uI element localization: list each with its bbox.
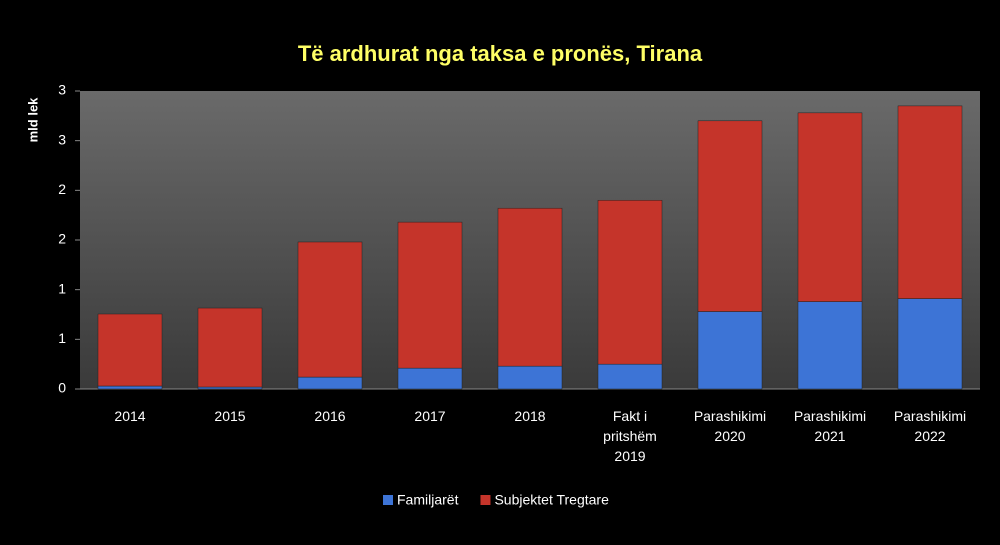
bar-segment xyxy=(497,365,563,390)
x-tick-label: 2018 xyxy=(514,408,545,424)
legend-label: Subjektet Tregtare xyxy=(494,492,609,508)
x-tick-label: Parashikimi 2020 xyxy=(694,408,766,444)
bar-segment xyxy=(797,112,863,302)
bar-segment xyxy=(197,307,263,388)
bar-segment xyxy=(197,386,263,390)
y-tick-label: 3 xyxy=(58,131,66,147)
x-tick-label: 2016 xyxy=(314,408,345,424)
legend-label: Familjarët xyxy=(397,492,459,508)
chart-title: Të ardhurat nga taksa e pronës, Tirana xyxy=(298,41,703,66)
bar-segment xyxy=(497,207,563,367)
bar-segment xyxy=(797,301,863,390)
bar-segment xyxy=(97,385,163,390)
bar-segment xyxy=(697,120,763,312)
y-tick-label: 1 xyxy=(58,330,66,346)
y-tick-label: 1 xyxy=(58,280,66,296)
bar-segment xyxy=(597,363,663,390)
y-tick-label: 0 xyxy=(58,380,66,396)
x-tick-label: Parashikimi 2021 xyxy=(794,408,866,444)
bar-segment xyxy=(397,367,463,390)
bar-segment xyxy=(597,200,663,365)
x-tick-label: Parashikimi 2022 xyxy=(894,408,966,444)
bar-segment xyxy=(697,311,763,390)
x-tick-label: 2015 xyxy=(214,408,245,424)
y-tick-label: 2 xyxy=(58,231,66,247)
legend-swatch xyxy=(480,495,491,505)
x-tick-label: Fakt i pritshëm 2019 xyxy=(603,408,657,464)
bar-segment xyxy=(97,313,163,387)
bar-segment xyxy=(397,221,463,369)
y-axis-label: mld lek xyxy=(25,97,40,143)
bar-segment xyxy=(897,105,963,299)
bar-segment xyxy=(297,376,363,390)
y-tick-label: 2 xyxy=(58,181,66,197)
bar-segment xyxy=(897,298,963,390)
legend-swatch xyxy=(383,495,393,505)
x-tick-label: 2017 xyxy=(414,408,445,424)
y-tick-label: 3 xyxy=(58,82,66,98)
bar-segment xyxy=(297,241,363,378)
x-tick-label: 2014 xyxy=(114,408,145,424)
